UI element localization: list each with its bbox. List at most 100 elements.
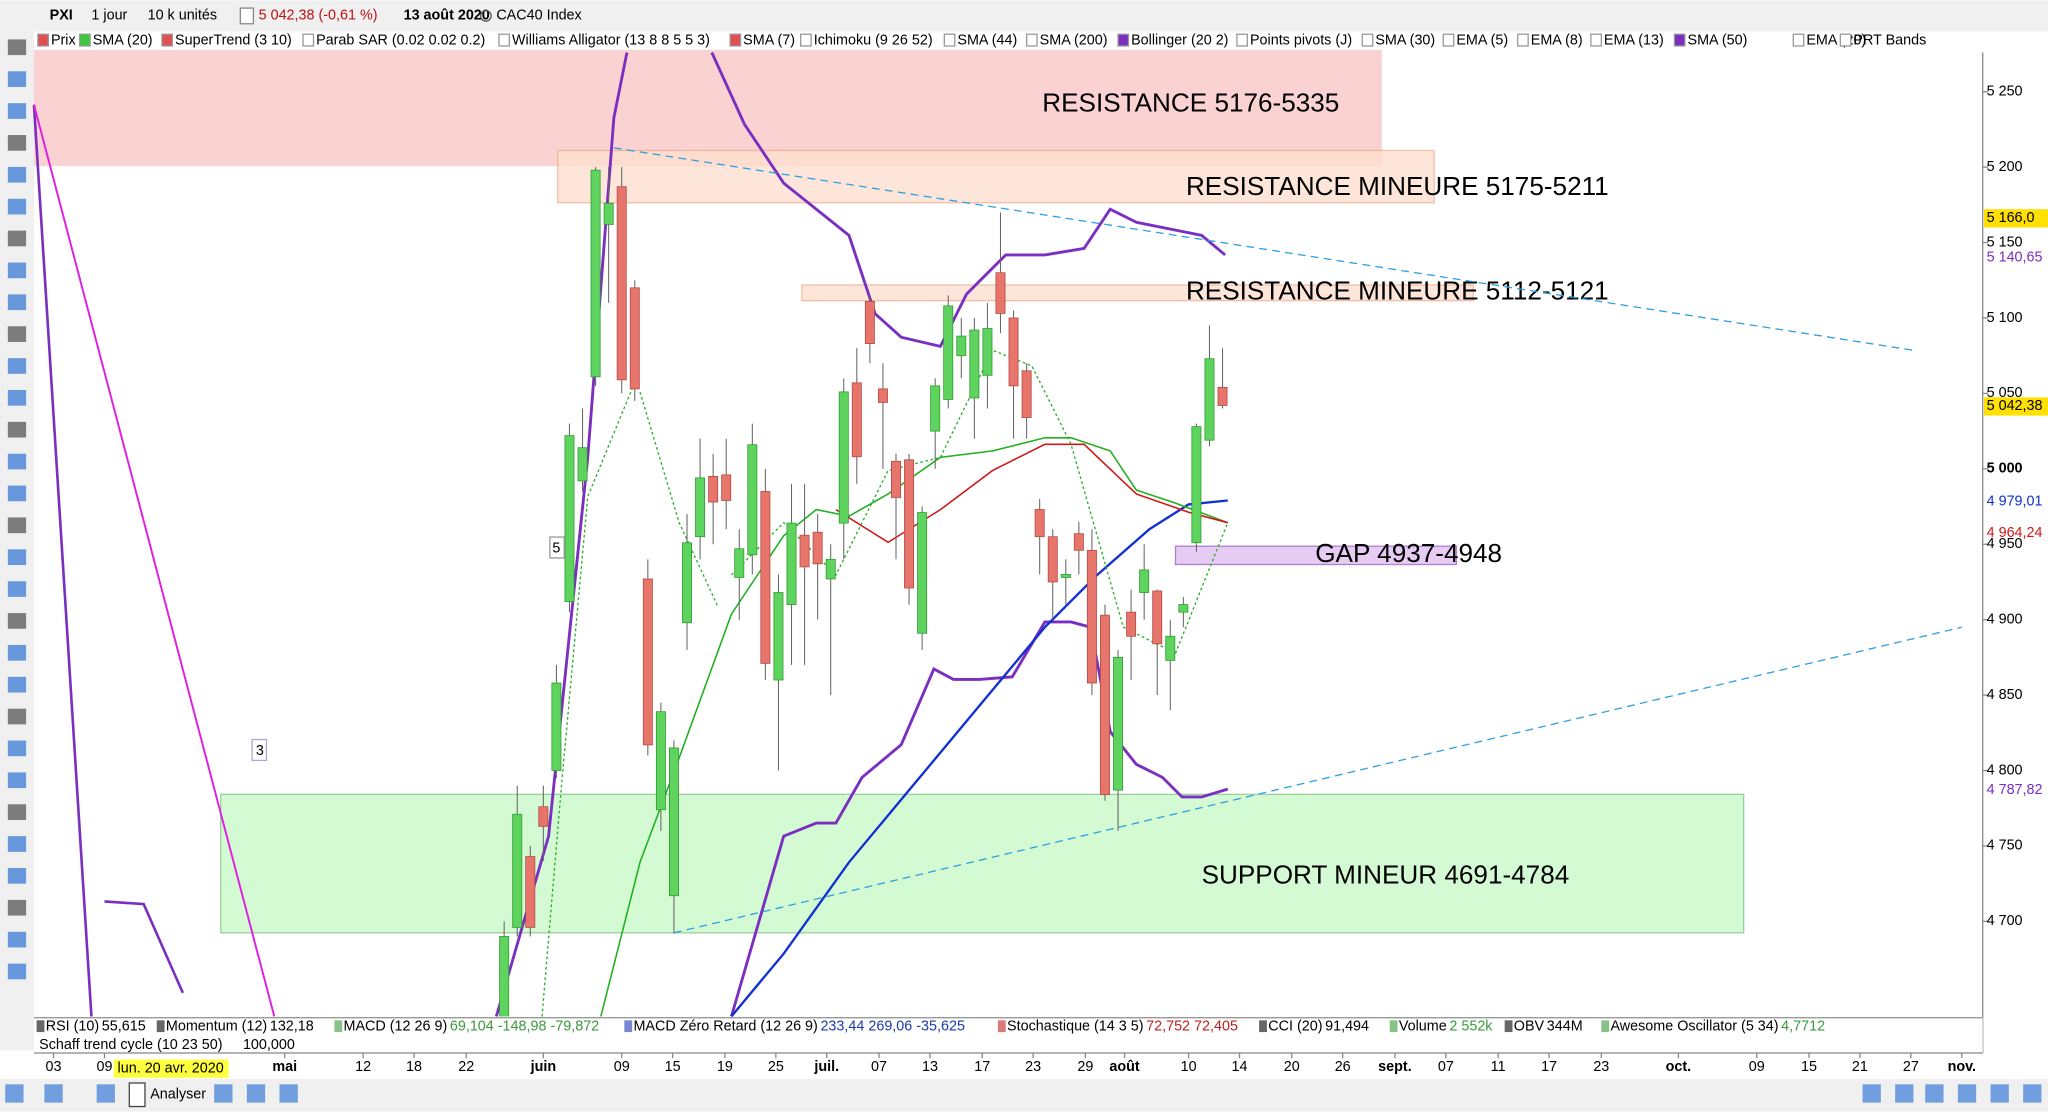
legend-label[interactable]: Bollinger (20 2) bbox=[1131, 33, 1228, 49]
symbol[interactable]: PXI bbox=[50, 8, 73, 24]
legend-swatch[interactable] bbox=[1361, 33, 1374, 47]
indicator-swatch[interactable] bbox=[1601, 1020, 1610, 1033]
toolbar-icon[interactable] bbox=[1862, 1084, 1881, 1103]
tool-icon[interactable] bbox=[7, 517, 27, 534]
legend-label[interactable]: Ichimoku (9 26 52) bbox=[814, 33, 933, 49]
tool-icon[interactable] bbox=[7, 39, 27, 56]
legend-label[interactable]: Williams Alligator (13 8 8 5 5 3) bbox=[512, 33, 710, 49]
period[interactable]: 1 jour bbox=[91, 8, 127, 24]
tool-icon[interactable] bbox=[7, 453, 27, 470]
legend-swatch[interactable] bbox=[1673, 33, 1686, 47]
toolbar-icon[interactable] bbox=[2023, 1084, 2042, 1103]
toolbar-icon[interactable] bbox=[44, 1084, 63, 1103]
legend-swatch[interactable] bbox=[1025, 33, 1038, 47]
indicator-name[interactable]: CCI (20) bbox=[1268, 1019, 1322, 1035]
legend-swatch[interactable] bbox=[1839, 33, 1852, 47]
indicator-swatch[interactable] bbox=[1504, 1020, 1513, 1033]
legend-label[interactable]: SMA (30) bbox=[1375, 33, 1435, 49]
toolbar-icon[interactable] bbox=[5, 1084, 24, 1103]
indicator-name[interactable]: RSI (10) bbox=[46, 1019, 99, 1035]
legend-label[interactable]: SMA (44) bbox=[957, 33, 1017, 49]
legend-label[interactable]: SMA (50) bbox=[1688, 33, 1748, 49]
tool-icon[interactable] bbox=[7, 836, 27, 852]
tool-icon[interactable] bbox=[7, 772, 27, 789]
indicator-name[interactable]: Awesome Oscillator (5 34) bbox=[1610, 1019, 1778, 1035]
info-icon[interactable] bbox=[239, 7, 255, 25]
tool-icon[interactable] bbox=[7, 963, 27, 980]
legend-swatch[interactable] bbox=[1117, 33, 1130, 47]
indicator-name[interactable]: MACD (12 26 9) bbox=[344, 1019, 448, 1035]
legend-swatch[interactable] bbox=[729, 33, 742, 47]
toolbar-icon[interactable] bbox=[1895, 1084, 1914, 1103]
tool-icon[interactable] bbox=[7, 676, 27, 693]
toolbar-icon[interactable] bbox=[1957, 1084, 1977, 1103]
legend-label[interactable]: SMA (20) bbox=[93, 33, 153, 49]
indicator-swatch[interactable] bbox=[156, 1020, 165, 1033]
legend-swatch[interactable] bbox=[498, 33, 511, 47]
indicator-swatch[interactable] bbox=[624, 1020, 633, 1033]
tool-icon[interactable] bbox=[7, 581, 27, 597]
legend-swatch[interactable] bbox=[1517, 33, 1529, 47]
tool-icon[interactable] bbox=[7, 135, 27, 151]
tool-icon[interactable] bbox=[7, 389, 27, 406]
legend-swatch[interactable] bbox=[943, 33, 956, 47]
tool-icon[interactable] bbox=[7, 326, 27, 342]
tool-icon[interactable] bbox=[7, 103, 27, 119]
tool-icon[interactable] bbox=[7, 549, 27, 566]
tool-icon[interactable] bbox=[7, 421, 27, 438]
legend-label[interactable]: EMA (8) bbox=[1531, 33, 1583, 49]
indicator-name[interactable]: Volume bbox=[1399, 1019, 1447, 1035]
legend-swatch[interactable] bbox=[799, 33, 812, 47]
legend-label[interactable]: SMA (200) bbox=[1040, 33, 1108, 49]
tool-icon[interactable] bbox=[7, 166, 27, 183]
legend-label[interactable]: EMA (5) bbox=[1456, 33, 1508, 49]
tool-icon[interactable] bbox=[7, 358, 27, 374]
legend-swatch[interactable] bbox=[1590, 33, 1602, 47]
legend-swatch[interactable] bbox=[1442, 33, 1455, 47]
indicator-swatch[interactable] bbox=[334, 1020, 343, 1033]
indicator-name[interactable]: Stochastique (14 3 5) bbox=[1007, 1019, 1144, 1035]
tool-icon[interactable] bbox=[7, 804, 27, 820]
legend-swatch[interactable] bbox=[1236, 33, 1248, 47]
tool-icon[interactable] bbox=[7, 740, 27, 757]
analyse-icon[interactable] bbox=[128, 1082, 146, 1108]
legend-swatch[interactable] bbox=[37, 33, 49, 47]
indicator-swatch[interactable] bbox=[997, 1020, 1006, 1033]
analyse-button[interactable]: Analyser bbox=[150, 1087, 206, 1103]
indicator-name[interactable]: OBV bbox=[1514, 1019, 1545, 1035]
units[interactable]: 10 k unités bbox=[148, 8, 217, 24]
legend-swatch[interactable] bbox=[1792, 33, 1805, 47]
indicator-name[interactable]: MACD Zéro Retard (12 26 9) bbox=[633, 1019, 817, 1035]
tool-icon[interactable] bbox=[7, 198, 27, 215]
toolbar-icon[interactable] bbox=[279, 1084, 298, 1103]
tool-icon[interactable] bbox=[7, 294, 27, 311]
toolbar-icon[interactable] bbox=[1990, 1084, 2009, 1103]
tool-icon[interactable] bbox=[7, 644, 27, 661]
legend-swatch[interactable] bbox=[79, 33, 91, 47]
legend-label[interactable]: EMA (13) bbox=[1604, 33, 1664, 49]
tool-icon[interactable] bbox=[7, 868, 27, 884]
tool-icon[interactable] bbox=[7, 262, 27, 279]
legend-label[interactable]: Points pivots (J) bbox=[1250, 33, 1352, 49]
toolbar-icon[interactable] bbox=[214, 1084, 233, 1103]
tool-icon[interactable] bbox=[7, 71, 27, 87]
indicator-swatch[interactable] bbox=[1389, 1020, 1398, 1033]
tool-icon[interactable] bbox=[7, 708, 27, 725]
legend-label[interactable]: SMA (7) bbox=[743, 33, 795, 49]
toolbar-icon[interactable] bbox=[246, 1084, 266, 1103]
legend-swatch[interactable] bbox=[302, 33, 315, 47]
legend-swatch[interactable] bbox=[161, 33, 174, 47]
toolbar-icon[interactable] bbox=[1925, 1084, 1944, 1103]
legend-label[interactable]: Prix bbox=[51, 33, 77, 49]
legend-label[interactable]: Parab SAR (0.02 0.02 0.2) bbox=[316, 33, 485, 49]
tool-icon[interactable] bbox=[7, 485, 27, 502]
tool-icon[interactable] bbox=[7, 931, 27, 948]
indicator-swatch[interactable] bbox=[36, 1020, 45, 1033]
legend-label[interactable]: SuperTrend (3 10) bbox=[175, 33, 292, 49]
tool-icon[interactable] bbox=[7, 230, 27, 247]
legend-label[interactable]: PRT Bands bbox=[1853, 33, 1926, 49]
tool-icon[interactable] bbox=[7, 613, 27, 629]
toolbar-icon[interactable] bbox=[96, 1084, 115, 1103]
indicator-swatch[interactable] bbox=[1259, 1020, 1267, 1033]
indicator-name[interactable]: Momentum (12) bbox=[166, 1019, 267, 1035]
